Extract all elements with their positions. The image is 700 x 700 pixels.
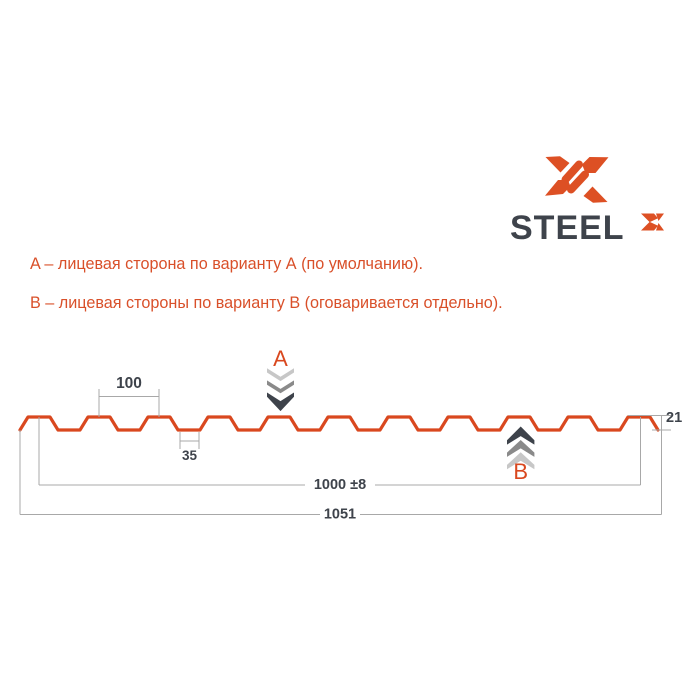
svg-text:100: 100	[116, 375, 142, 392]
svg-text:21: 21	[666, 410, 682, 426]
svg-text:1051: 1051	[324, 507, 356, 523]
svg-text:B: B	[513, 459, 528, 484]
svg-text:35: 35	[182, 448, 198, 463]
svg-text:A: A	[273, 346, 288, 371]
svg-text:1000 ±8: 1000 ±8	[314, 477, 366, 493]
